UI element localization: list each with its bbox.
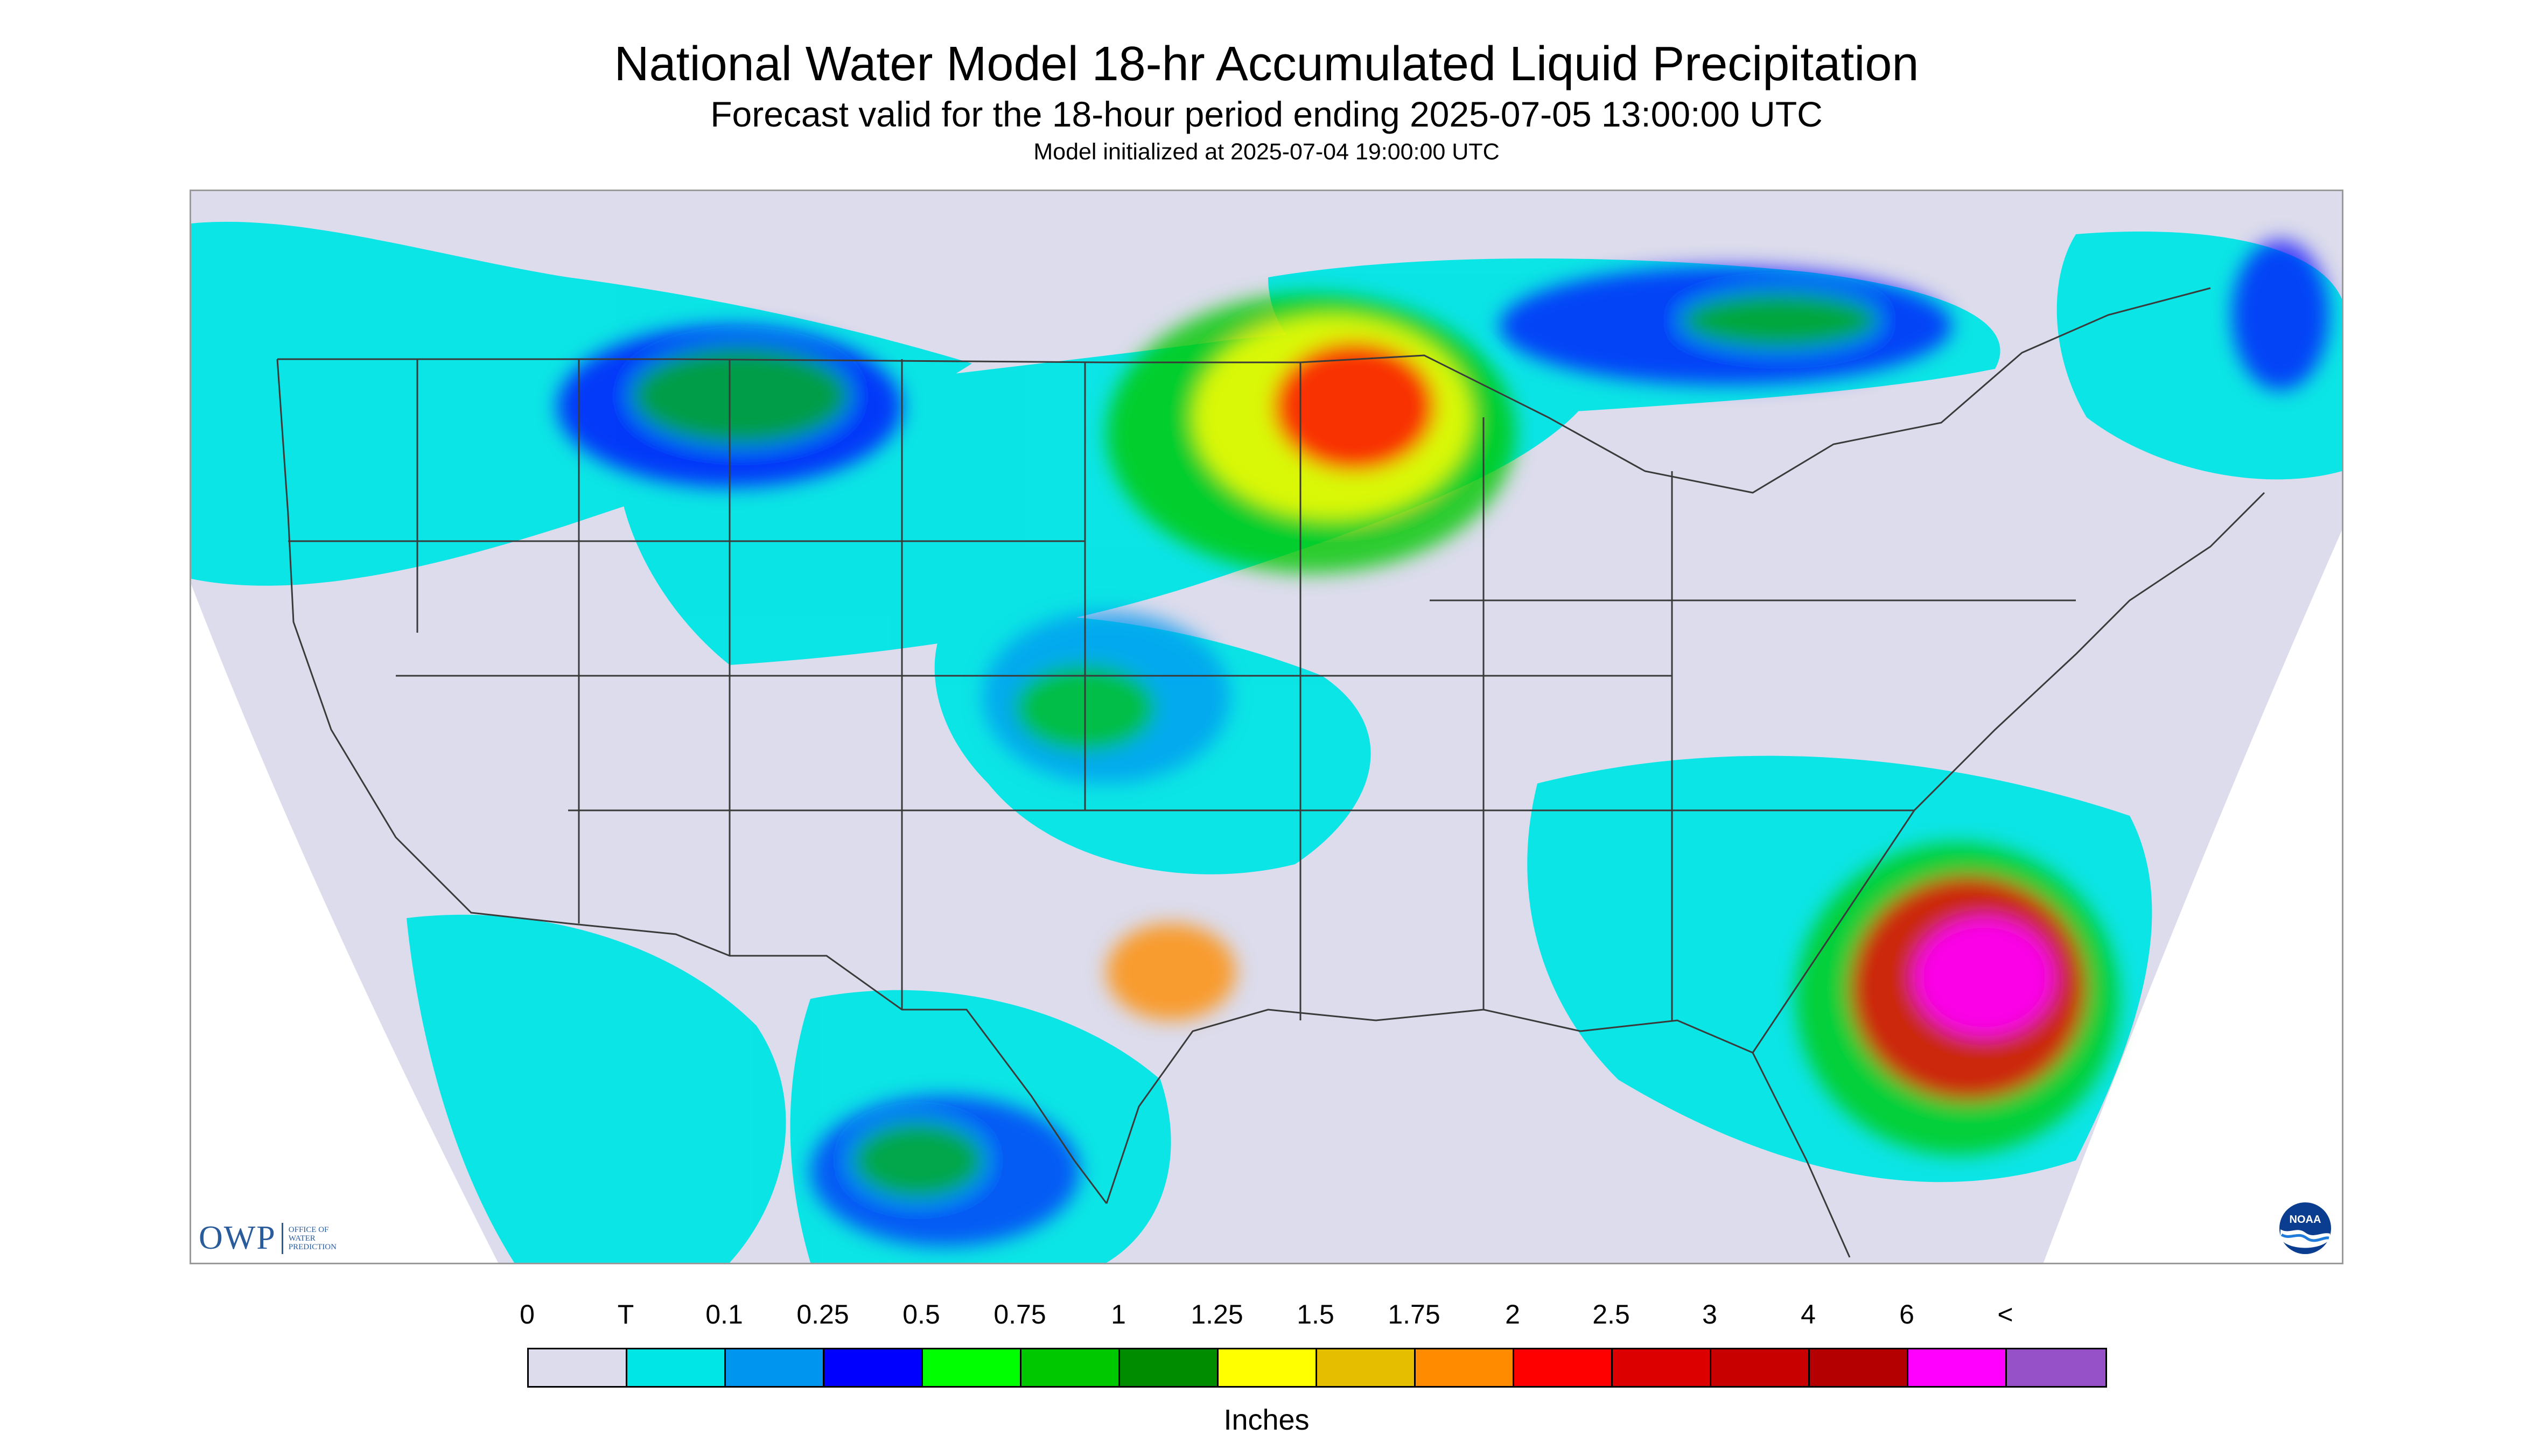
precip-area-mexico-heavy: [853, 1123, 983, 1198]
legend-swatch: [1908, 1349, 2007, 1386]
legend-swatch: [923, 1349, 1021, 1386]
legend-swatch: [1514, 1349, 1613, 1386]
owp-logo-text: Office of Water Prediction: [288, 1225, 337, 1251]
legend-colorbar: [527, 1348, 2107, 1388]
precip-area-northeast-moderate: [2232, 240, 2329, 390]
legend-tick-label: 3: [1702, 1299, 1717, 1329]
precip-area-texas-heavy: [1107, 923, 1236, 1020]
legend-swatch: [1021, 1349, 1120, 1386]
legend-tick-label: 0.1: [705, 1299, 743, 1329]
legend-tick-label: 1.5: [1297, 1299, 1334, 1329]
legend-units-label: Inches: [1223, 1404, 1310, 1436]
owp-logo-mark: OWP: [199, 1220, 276, 1256]
owp-logo-divider: [281, 1222, 283, 1254]
precip-area-northwest-heavy: [633, 347, 848, 444]
precipitation-map: OWP Office of Water Prediction NOAA: [190, 190, 2343, 1264]
legend-tick-label: 1: [1111, 1299, 1126, 1329]
legend-swatch: [1810, 1349, 1908, 1386]
precip-area-great-lakes-heavy: [1683, 293, 1877, 347]
legend-tick-label: 1.75: [1388, 1299, 1440, 1329]
legend-tick-label: 6: [1899, 1299, 1914, 1329]
legend-swatch: [726, 1349, 824, 1386]
legend-tick-label: 2.5: [1592, 1299, 1630, 1329]
legend-swatch: [1317, 1349, 1416, 1386]
noaa-logo: NOAA: [2279, 1202, 2331, 1254]
legend-tick-label: <: [1997, 1299, 2013, 1329]
owp-logo: OWP Office of Water Prediction: [199, 1219, 337, 1257]
forecast-subtitle: Forecast valid for the 18-hour period en…: [710, 94, 1823, 134]
legend-tick-label: 0.75: [993, 1299, 1046, 1329]
east-coast: [1752, 492, 2265, 1053]
map-canvas: [191, 191, 2342, 1263]
precip-area-southeast-core: [1914, 918, 2054, 1037]
legend-swatch: [1613, 1349, 1711, 1386]
legend-tick-label: 4: [1801, 1299, 1816, 1329]
legend-swatch: [2007, 1349, 2105, 1386]
precip-area-southwest: [407, 914, 786, 1263]
legend-tick-label: 0.5: [902, 1299, 940, 1329]
precip-moderate-areas: [557, 240, 2329, 1247]
legend-tick-label: 2: [1505, 1299, 1520, 1329]
us-canada-border: [277, 287, 2211, 494]
legend-tick-label: 1.25: [1191, 1299, 1243, 1329]
legend-swatch: [824, 1349, 923, 1386]
legend-swatch: [529, 1349, 627, 1386]
legend-swatch: [627, 1349, 726, 1386]
boundaries: [276, 287, 2265, 1258]
legend-tick-label: T: [617, 1299, 634, 1329]
legend-swatch: [1120, 1349, 1219, 1386]
legend-swatch: [1219, 1349, 1317, 1386]
model-init-line: Model initialized at 2025-07-04 19:00:00…: [1033, 139, 1500, 165]
legend-tick-label: 0.25: [796, 1299, 849, 1329]
legend-tick-label: 0: [520, 1299, 535, 1329]
west-coast: [276, 359, 569, 925]
precip-area-northern-plains-core: [1274, 342, 1435, 471]
map-title: National Water Model 18-hr Accumulated L…: [614, 37, 1919, 91]
legend-swatch: [1711, 1349, 1810, 1386]
legend-swatch: [1416, 1349, 1514, 1386]
svg-text:NOAA: NOAA: [2290, 1214, 2321, 1226]
